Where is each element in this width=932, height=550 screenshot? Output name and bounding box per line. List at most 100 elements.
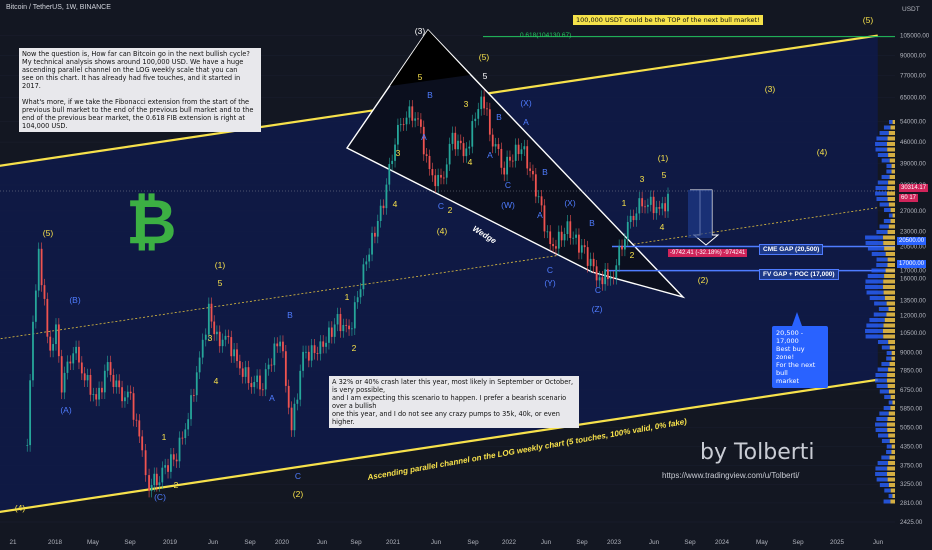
candle-body <box>575 234 577 238</box>
candle-body <box>118 380 121 388</box>
wave-label: 1 <box>162 432 167 442</box>
x-tick-label: 2019 <box>163 539 178 546</box>
candle-body <box>284 351 287 386</box>
candle-body <box>529 168 531 171</box>
volume-bar <box>876 263 888 267</box>
volume-bar <box>886 169 892 174</box>
wave-label: (3) <box>765 84 776 94</box>
volume-bar <box>877 180 889 185</box>
author-url: https://www.tradingview.com/u/Tolberti/ <box>662 471 800 480</box>
volume-bar <box>888 131 895 135</box>
candle-body <box>201 339 204 358</box>
candle-body <box>583 245 586 248</box>
x-tick-label: Sep <box>684 539 696 546</box>
volume-bar <box>892 494 895 498</box>
volume-bar <box>875 191 888 196</box>
candle-body <box>244 367 247 377</box>
candle-body <box>98 387 100 400</box>
y-tick-label: 46000.00 <box>900 139 926 146</box>
volume-bar <box>883 329 895 333</box>
candle-body <box>509 156 511 161</box>
wave-label: (C) <box>154 492 166 502</box>
volume-bar <box>887 263 895 267</box>
candle-body <box>210 303 213 322</box>
candle-body <box>365 261 368 265</box>
candle-body <box>172 454 175 460</box>
wave-label: 5 <box>418 72 423 82</box>
volume-bar <box>884 208 891 212</box>
wave-label: (5) <box>863 15 874 25</box>
candle-body <box>148 475 150 491</box>
candle-body <box>604 269 607 285</box>
candle-body <box>649 196 652 205</box>
candle-body <box>557 231 560 249</box>
candle-body <box>526 146 529 169</box>
candle-body <box>129 391 132 394</box>
x-tick-label: 2022 <box>502 539 517 546</box>
wave-label: A <box>421 132 427 142</box>
volume-bar <box>888 433 895 438</box>
candle-body <box>543 205 546 232</box>
candle-body <box>351 328 353 330</box>
wave-label: 3 <box>396 148 401 158</box>
volume-bar <box>888 389 895 394</box>
candle-body <box>282 341 284 352</box>
candle-body <box>586 247 589 266</box>
volume-bar <box>884 488 891 493</box>
candle-body <box>488 109 491 135</box>
candle-body <box>368 254 371 262</box>
candle-body <box>66 361 69 373</box>
candle-body <box>348 325 350 330</box>
volume-bar <box>871 252 886 256</box>
candle-body <box>144 450 147 476</box>
volume-bar <box>888 461 895 465</box>
volume-bar <box>881 439 890 443</box>
candle-body <box>305 351 307 353</box>
analysis-note-top: Now the question is, How far can Bitcoin… <box>19 48 261 132</box>
volume-bar <box>892 213 895 218</box>
volume-bar <box>883 323 895 328</box>
candle-body <box>322 341 325 347</box>
volume-bar <box>887 230 895 234</box>
candle-body <box>83 373 86 381</box>
candle-body <box>57 324 60 357</box>
wave-label: (5) <box>43 228 54 238</box>
candle-body <box>40 248 43 286</box>
wave-labels: (5) (B) (A) (4) (C) 1 2 (1) 5 3 4 A B C (2) 1 2 3 4 (3) 5 A B C… <box>15 15 874 513</box>
volume-bar <box>886 301 895 306</box>
volume-bar <box>878 433 889 438</box>
volume-bar <box>875 147 888 152</box>
volume-bar <box>866 290 884 295</box>
candle-body <box>236 349 238 362</box>
candle-body <box>356 297 359 303</box>
candle-body <box>644 206 646 208</box>
candle-body <box>52 344 55 351</box>
wave-label: C <box>595 285 601 295</box>
volume-bar <box>876 477 888 482</box>
candle-body <box>474 118 477 122</box>
wave-label: (Y) <box>544 278 556 288</box>
y-tick-label: 13500.00 <box>900 297 926 304</box>
candle-body <box>629 215 632 222</box>
volume-bar <box>888 307 895 311</box>
volume-bar <box>875 472 888 476</box>
candle-body <box>192 395 195 396</box>
y-tick-label: 27000.00 <box>900 208 926 215</box>
volume-bar <box>887 136 895 141</box>
candle-body <box>101 387 103 393</box>
candle-body <box>465 148 468 157</box>
volume-bar <box>876 230 888 234</box>
wave-label: (1) <box>215 260 226 270</box>
volume-bar <box>889 158 895 163</box>
volume-bar <box>888 202 895 207</box>
candle-body <box>63 372 66 393</box>
wave-label: (B) <box>69 295 81 305</box>
volume-bar <box>865 329 884 333</box>
candle-body <box>635 213 638 221</box>
wave-label: A <box>523 117 529 127</box>
candle-body <box>658 207 661 209</box>
volume-bar <box>875 428 888 432</box>
candle-body <box>448 143 451 165</box>
candle-body <box>371 232 373 255</box>
volume-bar <box>881 345 890 350</box>
